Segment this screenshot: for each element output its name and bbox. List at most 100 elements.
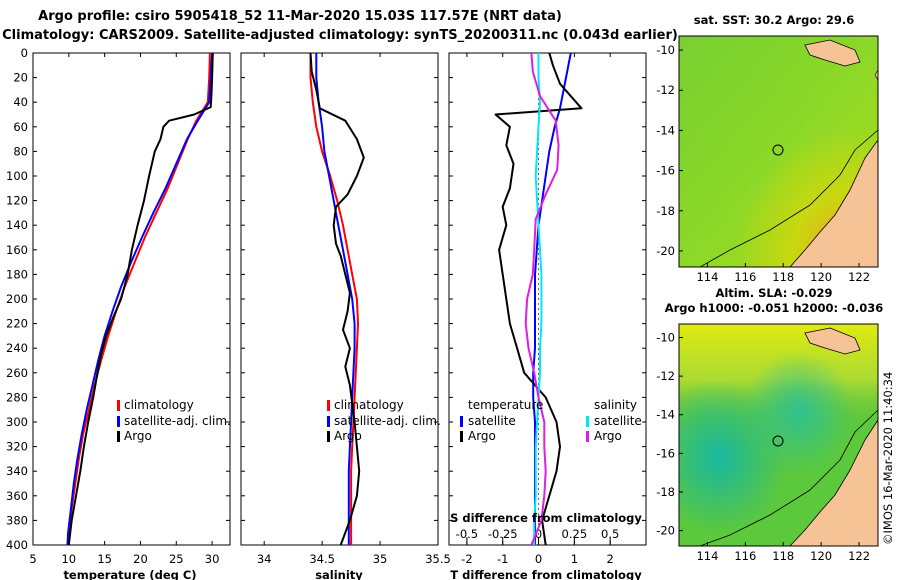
salinity-x-label: salinity (315, 568, 363, 580)
legend-argo-swatch (327, 431, 330, 442)
sst-map: 114 116 118 120 122 -10 -12 -14 -16 -18 -20 (656, 35, 879, 284)
y-tick-label: 200 (6, 292, 28, 306)
x-tick-label: 30 (205, 552, 220, 566)
legend-climatology-swatch (327, 400, 330, 411)
x-tick-label: 15 (97, 552, 112, 566)
legend-climatology-label: climatology (124, 398, 194, 412)
salinity-legend: climatology satellite-adj. clim. Argo (327, 398, 441, 443)
difference-legend: temperature salinity satellite Argo sate… (460, 398, 642, 443)
map-y-tick-label: -20 (656, 244, 675, 258)
series-line-s-argo (524, 52, 560, 546)
altim-map-title-2: Argo h1000: -0.051 h2000: -0.036 (665, 301, 884, 315)
temperature-plot-frame (32, 52, 231, 546)
float-position-marker (772, 144, 784, 156)
map-x-tick-label: 114 (696, 549, 718, 563)
y-tick-label: 240 (6, 341, 28, 355)
legend-argo-swatch (117, 431, 120, 442)
y-tick-label: 220 (6, 317, 28, 331)
legend-t-argo-label: Argo (468, 429, 496, 443)
s-tick-label: -0.25 (488, 527, 518, 541)
map-y-tick-label: -18 (656, 204, 675, 218)
legend-satellite-swatch (327, 416, 330, 427)
map-x-tick-label: 118 (772, 549, 794, 563)
series-line-t-argo (494, 52, 583, 546)
y-tick-label: 340 (6, 464, 28, 478)
map-x-tick-label: 114 (696, 270, 718, 284)
island-timor (804, 39, 861, 67)
altimetry-map-frame (678, 323, 879, 547)
s-tick-label: -0.5 (456, 527, 478, 541)
legend-climatology-label: climatology (334, 398, 404, 412)
bathymetry-contour (699, 129, 878, 267)
x-tick-label: 0 (535, 552, 542, 566)
series-line-argo (309, 52, 365, 546)
x-tick-label: 5 (29, 552, 36, 566)
x-tick-label: 34 (257, 552, 272, 566)
y-tick-label: 360 (6, 489, 28, 503)
y-tick-label: 320 (6, 440, 28, 454)
x-tick-label: 35 (373, 552, 388, 566)
legend-s-argo-swatch (586, 431, 589, 442)
altimetry-map: 114 116 118 120 122 -10 -12 -14 -16 -18 -20 (656, 323, 879, 563)
s-tick-label: 0.25 (562, 527, 588, 541)
x-tick-label: 34.5 (309, 552, 335, 566)
australia-coast (789, 139, 878, 267)
y-tick-label: 400 (6, 538, 28, 552)
map-x-tick-label: 116 (734, 270, 756, 284)
temperature-legend: climatology satellite-adj. clim. Argo (117, 398, 231, 443)
s-tick-label: 0.5 (601, 527, 619, 541)
y-tick-label: 380 (6, 513, 28, 527)
y-tick-label: 120 (6, 194, 28, 208)
y-tick-label: 40 (13, 95, 28, 109)
copyright-stamp: ©IMOS 16-Mar-2020 11:40:34 (881, 372, 895, 545)
float-position-marker (772, 435, 784, 447)
altim-map-title-1: Altim. SLA: -0.029 (715, 286, 832, 300)
salinity-panel: 34 34.5 35 35.5 salinity climatology satell… (240, 52, 451, 580)
legend-s-satellite-label: satellite (594, 414, 642, 428)
salinity-plot-frame (240, 52, 439, 546)
legend-salinity-header: salinity (594, 398, 637, 412)
series-line-satellite-adj-clim- (315, 53, 356, 545)
map-y-tick-label: -16 (656, 446, 675, 460)
x-tick-label: 2 (607, 552, 614, 566)
legend-argo-label: Argo (334, 429, 362, 443)
s-difference-label: S difference from climatology (450, 511, 642, 525)
map-x-tick-label: 122 (848, 270, 870, 284)
y-tick-label: 180 (6, 267, 28, 281)
x-tick-label: 35.5 (425, 552, 451, 566)
map-x-tick-label: 120 (810, 549, 832, 563)
legend-satellite-label: satellite-adj. clim. (334, 414, 441, 428)
y-tick-label: 60 (13, 120, 28, 134)
map-y-tick-label: -12 (656, 369, 675, 383)
legend-temperature-header: temperature (468, 398, 543, 412)
legend-argo-label: Argo (124, 429, 152, 443)
map-y-tick-label: -10 (656, 331, 675, 345)
y-tick-label: 80 (13, 144, 28, 158)
map-y-tick-label: -18 (656, 485, 675, 499)
difference-panel: -2 -1 0 1 2-0.5 -0.25 0 0.25 0.5 S difference fr… (448, 52, 647, 580)
difference-plot-frame (448, 52, 647, 546)
x-tick-label: -1 (497, 552, 508, 566)
t-difference-label: T difference from climatology (450, 568, 642, 580)
bathymetry-contour (699, 409, 878, 546)
legend-t-satellite-label: satellite (468, 414, 516, 428)
legend-satellite-swatch (117, 416, 120, 427)
x-tick-label: 25 (169, 552, 184, 566)
y-tick-label: 260 (6, 366, 28, 380)
series-line-s-satellite (533, 53, 543, 545)
map-y-tick-label: -12 (656, 83, 675, 97)
temperature-panel: 0 20 40 60 80 100 120 140 160 180 200 220 240 260 280 3… (6, 46, 231, 580)
y-tick-label: 300 (6, 415, 28, 429)
x-tick-label: 1 (571, 552, 578, 566)
map-x-tick-label: 120 (810, 270, 832, 284)
sst-map-frame (678, 35, 879, 268)
map-x-tick-label: 118 (772, 270, 794, 284)
map-y-tick-label: -14 (656, 408, 675, 422)
legend-s-argo-label: Argo (594, 429, 622, 443)
map-y-tick-label: -10 (656, 43, 675, 57)
series-line-argo (67, 52, 214, 546)
y-tick-label: 140 (6, 218, 28, 232)
legend-t-argo-swatch (460, 431, 463, 442)
y-tick-label: 0 (21, 46, 28, 60)
